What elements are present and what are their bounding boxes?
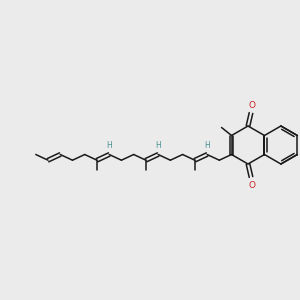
Text: H: H [106,140,112,149]
Text: O: O [248,181,256,190]
Text: H: H [204,140,210,149]
Text: H: H [155,140,161,149]
Text: O: O [248,100,256,109]
